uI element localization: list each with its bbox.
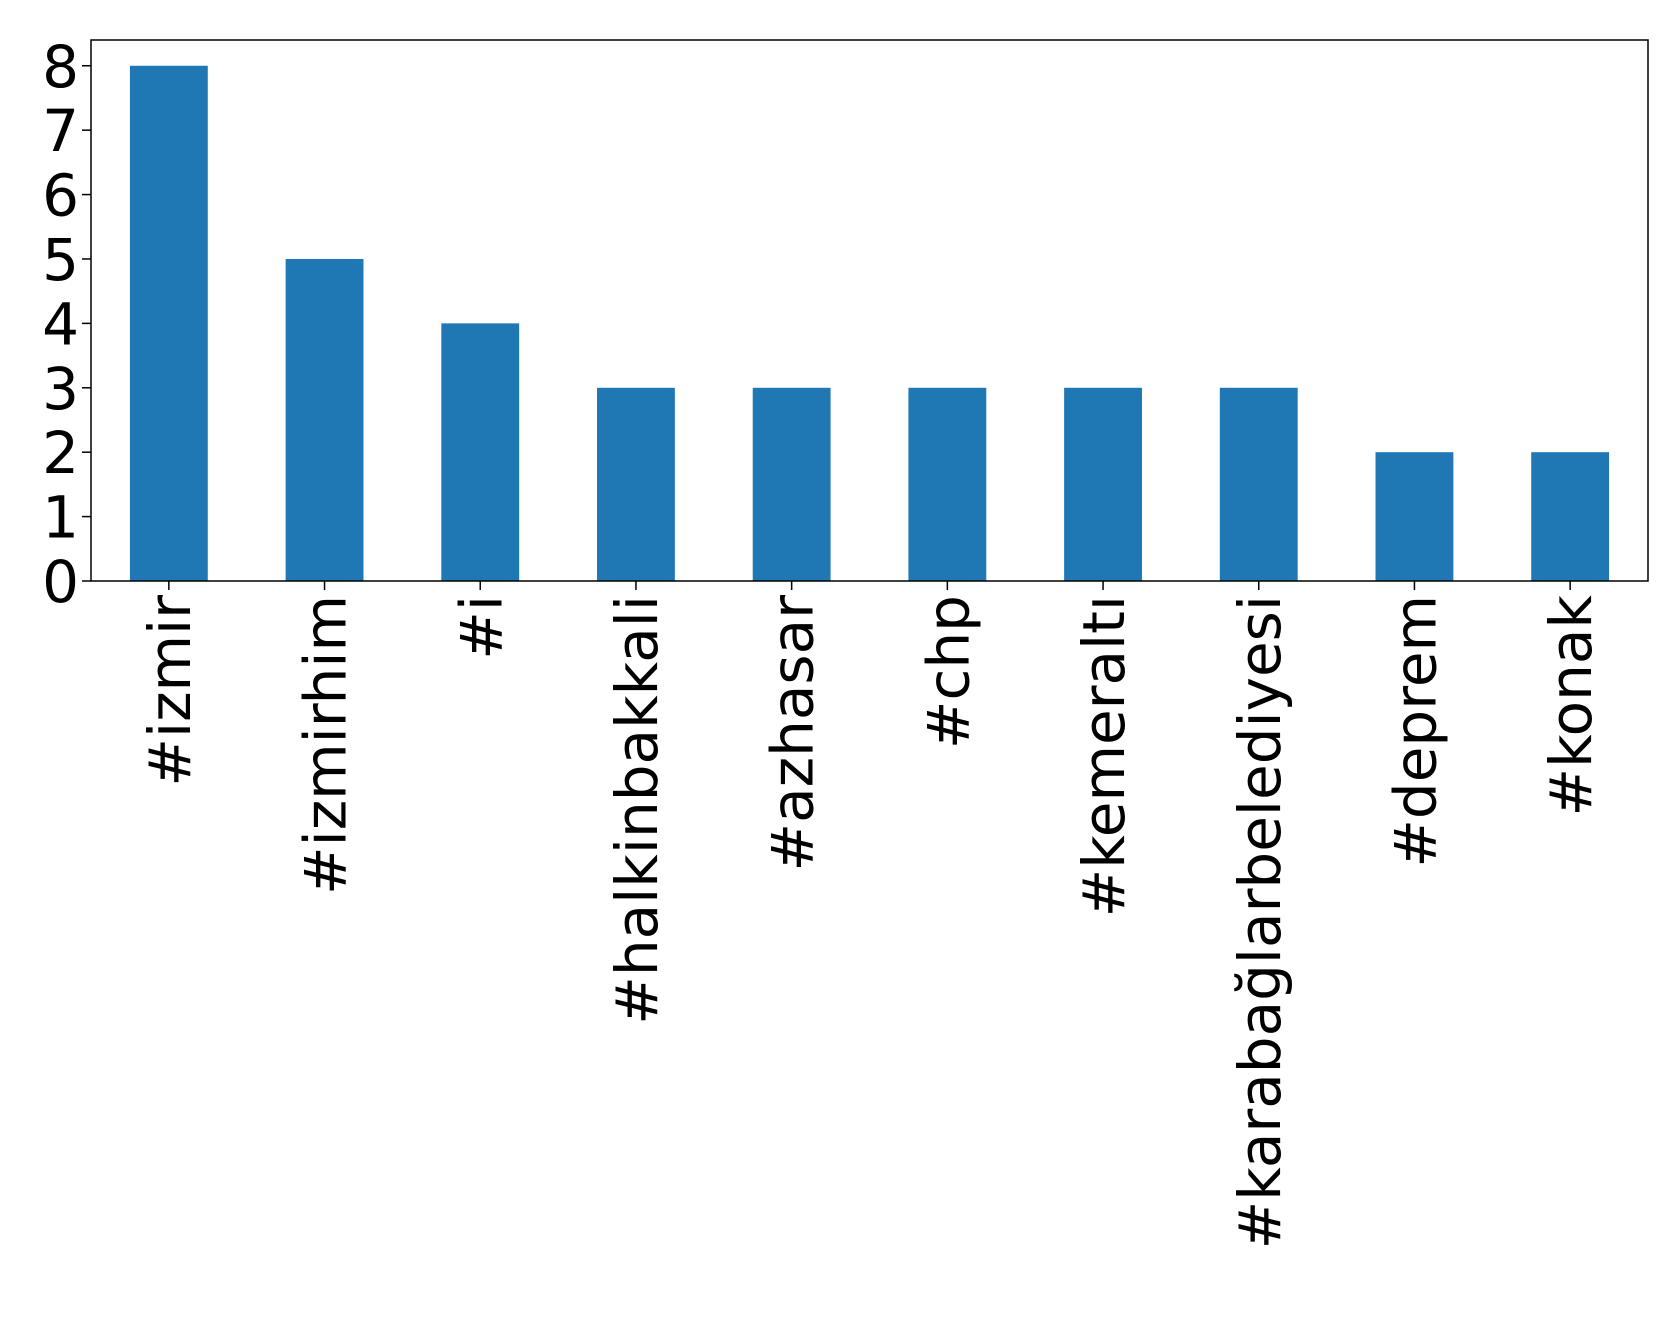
bar bbox=[597, 387, 675, 581]
y-tick-label: 7 bbox=[42, 97, 79, 165]
bar bbox=[908, 387, 987, 581]
x-tick-label: #chp bbox=[914, 595, 982, 749]
bar bbox=[1219, 387, 1298, 581]
bar bbox=[441, 323, 520, 581]
y-tick-label: 5 bbox=[42, 226, 79, 294]
y-tick-label: 1 bbox=[42, 484, 79, 552]
y-tick-label: 3 bbox=[42, 355, 79, 423]
x-tick-label: #izmir bbox=[136, 595, 204, 787]
y-tick-label: 6 bbox=[42, 162, 79, 230]
y-tick-label: 8 bbox=[42, 33, 79, 101]
x-tick-label: #halkinbakkali bbox=[603, 595, 671, 1025]
x-tick-label: #karabağlarbelediyesi bbox=[1226, 595, 1294, 1249]
plot-frame bbox=[90, 39, 1649, 582]
x-tick-label: #kemeraltı bbox=[1070, 595, 1138, 917]
y-tick-label: 2 bbox=[42, 419, 79, 487]
bar bbox=[129, 65, 208, 581]
bar bbox=[1531, 452, 1610, 581]
bar bbox=[1375, 452, 1454, 581]
y-tick-label: 4 bbox=[42, 290, 79, 358]
bar bbox=[752, 387, 831, 581]
bar bbox=[285, 258, 364, 581]
x-tick-label: #izmirhim bbox=[292, 595, 360, 895]
y-tick-label: 0 bbox=[42, 548, 79, 616]
x-tick-label: #deprem bbox=[1381, 595, 1449, 868]
x-tick-label: #konak bbox=[1537, 595, 1605, 817]
x-tick-label: #i bbox=[447, 595, 515, 660]
bar bbox=[1064, 387, 1142, 581]
x-tick-label: #azhasar bbox=[759, 595, 827, 872]
